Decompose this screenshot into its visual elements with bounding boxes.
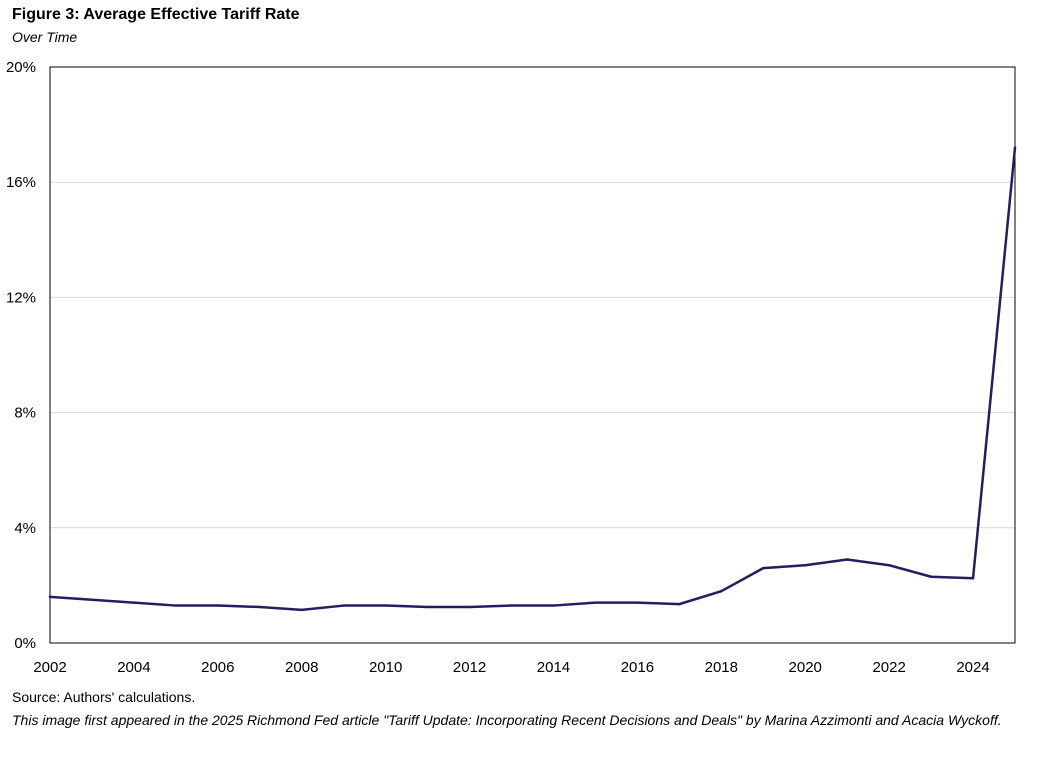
data-point <box>887 564 891 567</box>
data-point <box>48 595 52 599</box>
data-point <box>510 604 513 607</box>
data-point <box>762 566 765 570</box>
data-point <box>929 575 933 578</box>
attribution-note: This image first appeared in the 2025 Ri… <box>12 712 1002 728</box>
x-tick-label: 2004 <box>117 659 150 676</box>
y-tick-label: 12% <box>6 289 36 306</box>
data-point <box>258 605 261 609</box>
y-tick-label: 20% <box>6 59 36 76</box>
x-tick-label: 2022 <box>872 659 905 676</box>
data-point <box>845 558 849 561</box>
y-tick-label: 4% <box>14 520 36 537</box>
data-point <box>1013 146 1017 149</box>
x-tick-label: 2006 <box>201 659 234 676</box>
x-tick-label: 2002 <box>33 659 66 676</box>
data-point <box>678 602 681 606</box>
x-tick-label: 2016 <box>621 659 654 676</box>
data-point <box>468 605 471 609</box>
data-point <box>594 601 597 604</box>
x-tick-label: 2018 <box>705 659 738 676</box>
x-tick-label: 2012 <box>453 659 486 676</box>
chart-subtitle: Over Time <box>12 29 78 45</box>
data-point <box>636 601 639 604</box>
x-tick-label: 2020 <box>789 659 822 676</box>
x-axis-ticks: 2002 2004 2006 2008 2010 2012 2014 2016 2018 2020… <box>33 659 989 676</box>
data-point <box>720 589 723 593</box>
data-point <box>174 604 178 607</box>
data-point <box>216 604 220 607</box>
y-axis-ticks: 0% 4% 8% 12% 16% 20% <box>6 59 36 652</box>
y-tick-label: 0% <box>14 635 36 652</box>
chart-title: Figure 3: Average Effective Tariff Rate <box>12 6 300 23</box>
gridlines <box>50 181 1015 529</box>
y-tick-label: 16% <box>6 174 36 191</box>
plot-frame <box>49 66 1016 644</box>
series-line <box>48 146 1017 612</box>
data-point <box>90 598 94 601</box>
x-tick-label: 2024 <box>956 659 989 676</box>
source-note: Source: Authors' calculations. <box>12 689 196 705</box>
x-tick-label: 2014 <box>537 659 570 676</box>
y-tick-label: 8% <box>14 405 36 422</box>
data-point <box>300 608 303 612</box>
data-point <box>426 605 429 609</box>
x-tick-label: 2010 <box>369 659 402 676</box>
x-tick-label: 2008 <box>285 659 318 676</box>
data-point <box>971 577 975 580</box>
data-point <box>132 601 136 604</box>
data-point <box>804 564 807 567</box>
data-point <box>384 604 387 607</box>
data-point <box>552 604 555 607</box>
series-layer <box>48 146 1017 612</box>
data-point <box>342 604 345 607</box>
